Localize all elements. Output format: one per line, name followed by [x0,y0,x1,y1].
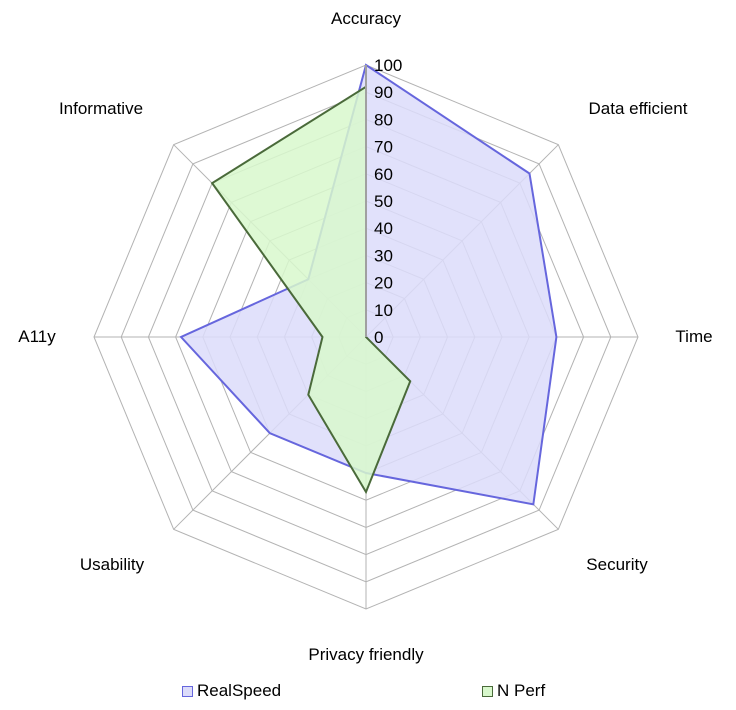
tick-label: 40 [374,219,393,238]
tick-label: 10 [374,301,393,320]
tick-label: 70 [374,138,393,157]
tick-label: 50 [374,192,393,211]
tick-label: 30 [374,246,393,265]
legend-label-nperf: N Perf [497,681,546,700]
category-label: Accuracy [331,9,401,28]
category-labels: Accuracy Data efficient Time Security Privac… [18,9,712,664]
category-label: Informative [59,99,143,118]
radar-series [179,63,558,506]
category-label: Data efficient [589,99,688,118]
category-label: A11y [18,327,56,346]
tick-label: 90 [374,83,393,102]
legend-item-nperf: N Perf [482,681,545,701]
radial-tick-labels: 0 10 20 30 40 50 60 70 80 90 100 [374,56,402,347]
legend-item-realspeed: RealSpeed [182,681,281,701]
category-label: Privacy friendly [308,645,424,664]
category-label: Security [586,555,648,574]
series-n-perf [210,84,412,495]
tick-label: 60 [374,165,393,184]
legend-swatch-nperf [482,685,493,697]
category-label: Usability [80,555,145,574]
tick-label: 80 [374,110,393,129]
tick-label: 20 [374,274,393,293]
legend-swatch-realspeed [182,685,193,697]
tick-label: 100 [374,56,402,75]
tick-label: 0 [374,328,383,347]
category-label: Time [675,327,712,346]
legend-label-realspeed: RealSpeed [197,681,282,700]
